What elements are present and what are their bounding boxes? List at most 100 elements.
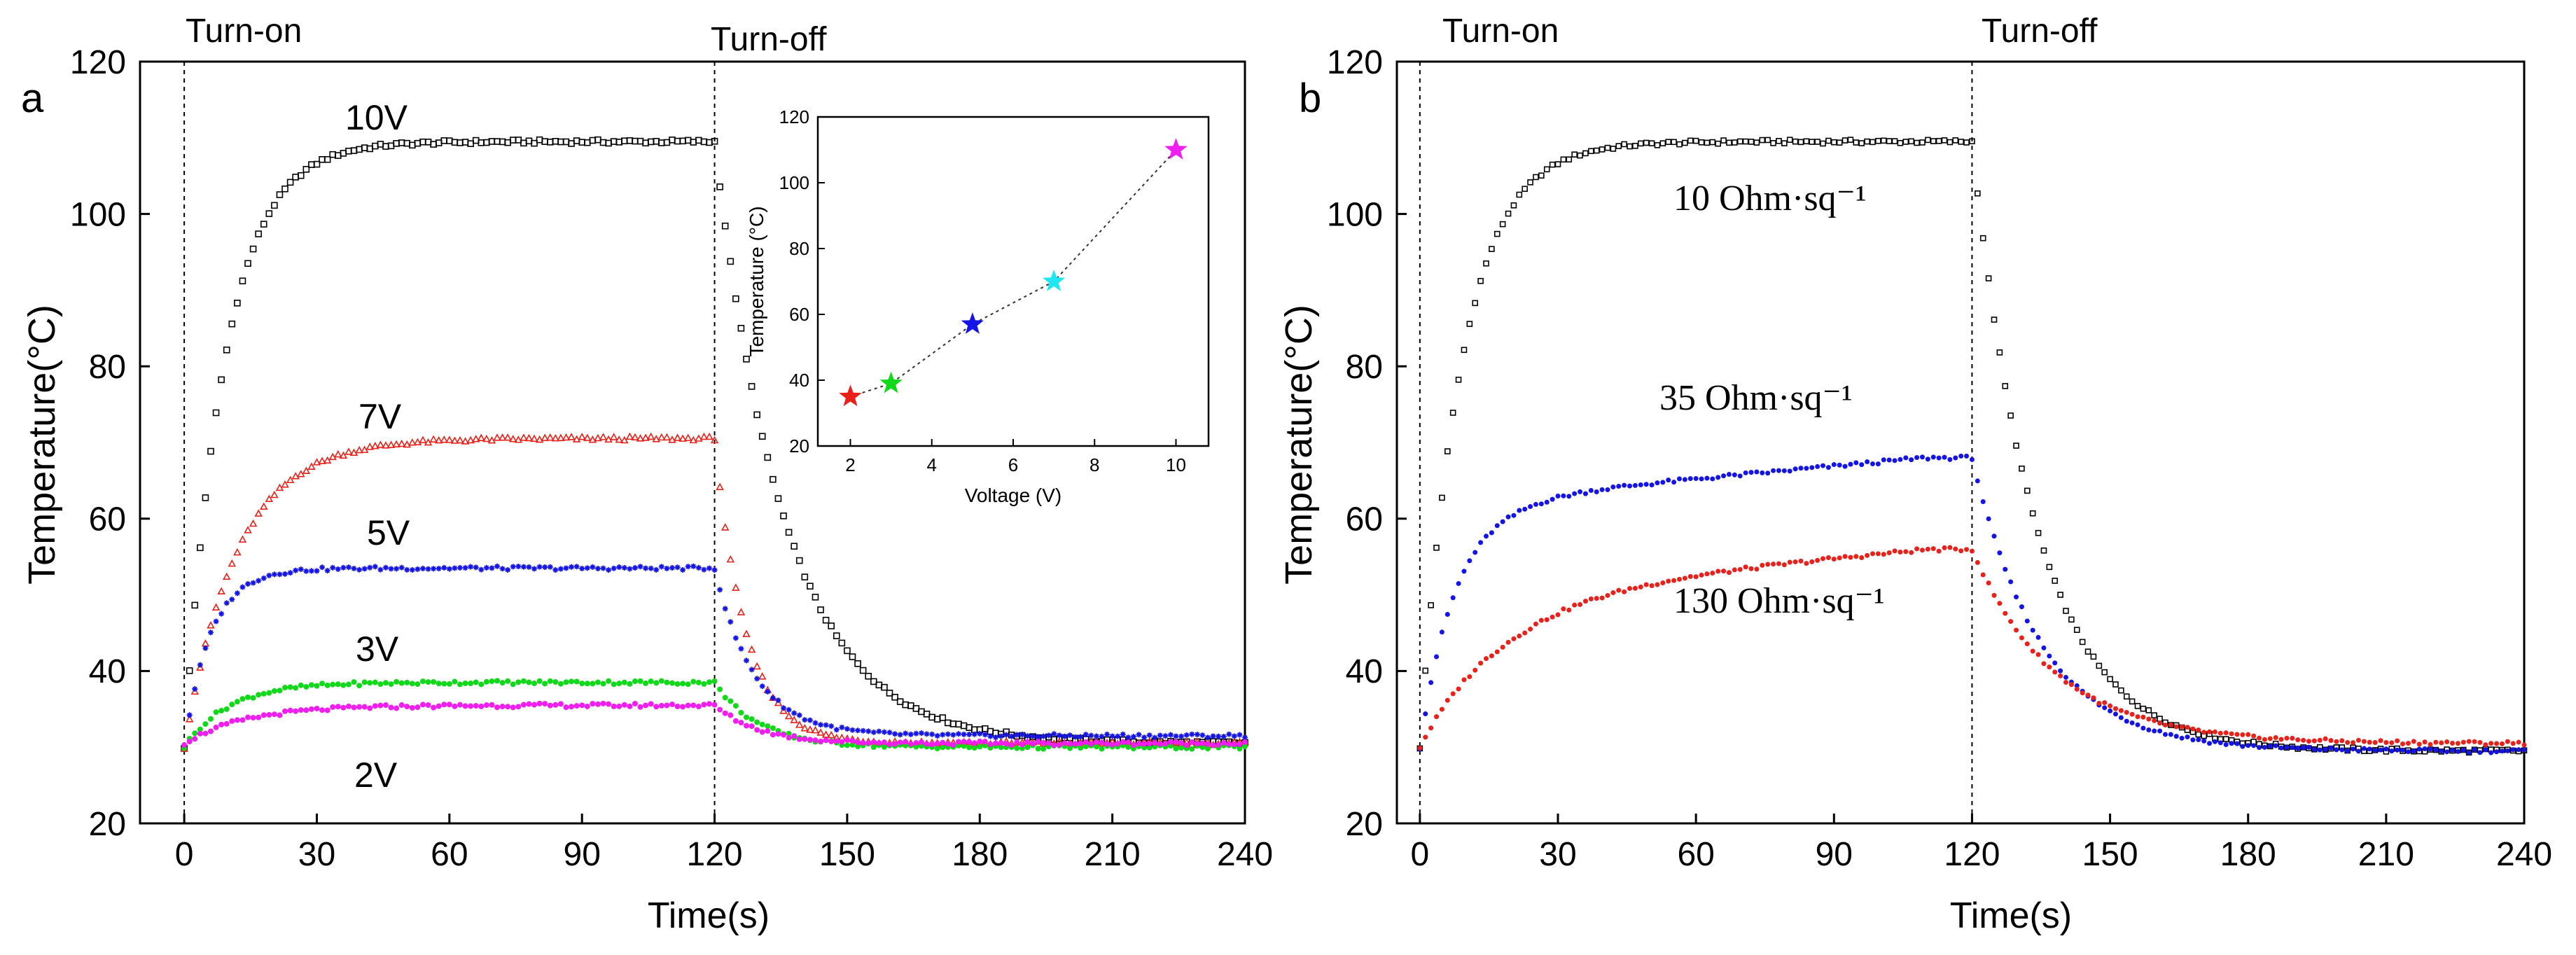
data-point — [732, 295, 739, 302]
data-point — [579, 566, 585, 572]
data-point — [706, 701, 712, 707]
data-point — [720, 523, 730, 531]
data-point — [557, 566, 564, 572]
data-point — [1115, 733, 1121, 739]
x-tick-label: 0 — [1411, 836, 1430, 873]
series-label-35-ohm: 35 Ohm·sq⁻¹ — [1659, 378, 1853, 418]
data-point — [1035, 739, 1041, 745]
data-point — [732, 718, 739, 724]
data-point — [2003, 611, 2008, 616]
data-point — [377, 702, 384, 709]
data-point — [2063, 608, 2069, 614]
data-point — [2355, 748, 2361, 754]
x-tick-label: 4 — [927, 454, 937, 475]
data-point — [281, 185, 288, 193]
data-point — [415, 704, 421, 711]
data-point — [2505, 748, 2510, 753]
data-point — [308, 568, 314, 574]
data-point — [1120, 739, 1126, 745]
data-point — [1919, 454, 1925, 460]
data-point — [1815, 557, 1820, 563]
data-point — [1991, 592, 1997, 598]
data-point — [1964, 453, 1970, 459]
data-point — [1417, 745, 1423, 751]
data-point — [627, 681, 633, 687]
data-point — [971, 731, 977, 737]
data-point — [1902, 139, 1909, 145]
data-point — [2019, 465, 2025, 472]
data-point — [786, 706, 792, 713]
data-point — [1969, 138, 1975, 145]
data-point — [429, 435, 438, 442]
data-point — [1627, 585, 1633, 591]
data-point — [833, 738, 840, 744]
data-point — [307, 462, 316, 470]
data-point — [1666, 478, 1671, 483]
data-point — [844, 726, 850, 732]
data-point — [1019, 741, 1025, 748]
data-point — [690, 702, 697, 709]
inset-star-point — [839, 384, 862, 407]
data-point — [483, 564, 489, 571]
data-point — [1477, 277, 1484, 284]
data-point — [653, 680, 660, 686]
data-point — [1461, 347, 1468, 354]
data-point — [711, 567, 718, 573]
data-point — [1237, 732, 1243, 738]
data-point — [286, 179, 294, 186]
data-point — [1242, 734, 1248, 741]
data-point — [1975, 478, 1980, 484]
data-point — [1544, 617, 1550, 622]
data-point — [1897, 139, 1904, 146]
data-point — [298, 682, 304, 688]
data-point — [1809, 465, 1815, 470]
data-point — [1189, 746, 1195, 752]
data-point — [388, 704, 394, 711]
data-point — [2449, 741, 2455, 746]
data-point — [2367, 746, 2372, 752]
data-point — [770, 725, 776, 732]
data-point — [1632, 143, 1638, 149]
data-point — [1953, 546, 1958, 552]
data-point — [494, 704, 501, 711]
data-point — [356, 566, 363, 573]
data-point — [1903, 549, 1909, 555]
data-point — [457, 681, 463, 688]
data-point — [2102, 705, 2108, 711]
data-point — [604, 435, 613, 443]
data-point — [1853, 139, 1860, 146]
data-point — [2190, 726, 2196, 732]
data-point — [1925, 546, 1930, 552]
data-point — [436, 703, 442, 709]
data-point — [977, 738, 983, 744]
series-label-130-ohm: 130 Ohm·sq⁻¹ — [1673, 581, 1885, 621]
data-point — [1692, 137, 1699, 144]
data-point — [646, 432, 655, 440]
data-point — [197, 662, 203, 668]
data-point — [802, 717, 808, 723]
data-point — [531, 681, 538, 687]
data-point — [483, 702, 489, 709]
y-tick-label: 120 — [1327, 44, 1383, 81]
data-point — [351, 704, 357, 711]
data-point — [2483, 747, 2488, 753]
data-point — [2145, 707, 2152, 713]
data-point — [611, 681, 617, 688]
data-point — [753, 411, 760, 419]
data-point — [1637, 140, 1644, 147]
data-point — [2389, 748, 2395, 754]
data-point — [361, 704, 368, 710]
data-point — [1528, 627, 1533, 632]
data-point — [499, 566, 506, 572]
data-point — [993, 734, 998, 741]
data-point — [615, 435, 623, 443]
data-point — [457, 702, 463, 708]
data-point — [181, 742, 188, 748]
data-point — [982, 742, 988, 748]
data-point — [2162, 723, 2168, 728]
data-point — [849, 727, 856, 733]
data-point — [404, 704, 410, 710]
data-point — [2019, 635, 2024, 641]
data-point — [277, 571, 283, 578]
